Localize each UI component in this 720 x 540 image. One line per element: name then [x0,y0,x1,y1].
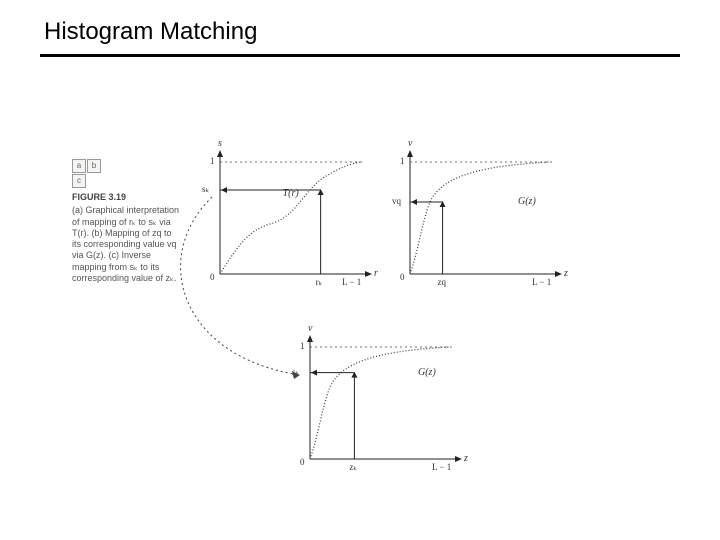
figure-caption: a b c FIGURE 3.19 (a) Graphical interpre… [72,159,180,284]
plot-c: vz10zₖL − 1sₖG(z) [300,337,460,467]
grid-c: c [72,174,86,188]
caption-text: (a) Graphical interpretation of mapping … [72,205,180,284]
subfigure-grid: a b c [72,159,180,188]
grid-b: b [87,159,101,173]
grid-a: a [72,159,86,173]
figure-area: a b c FIGURE 3.19 (a) Graphical interpre… [0,57,720,527]
page-title: Histogram Matching [0,0,720,54]
figure-number: FIGURE 3.19 [72,192,180,203]
plot-a: sr10rₖL − 1sₖT(r) [210,152,370,282]
plot-b: vz10zqL − 1vqG(z) [400,152,560,282]
